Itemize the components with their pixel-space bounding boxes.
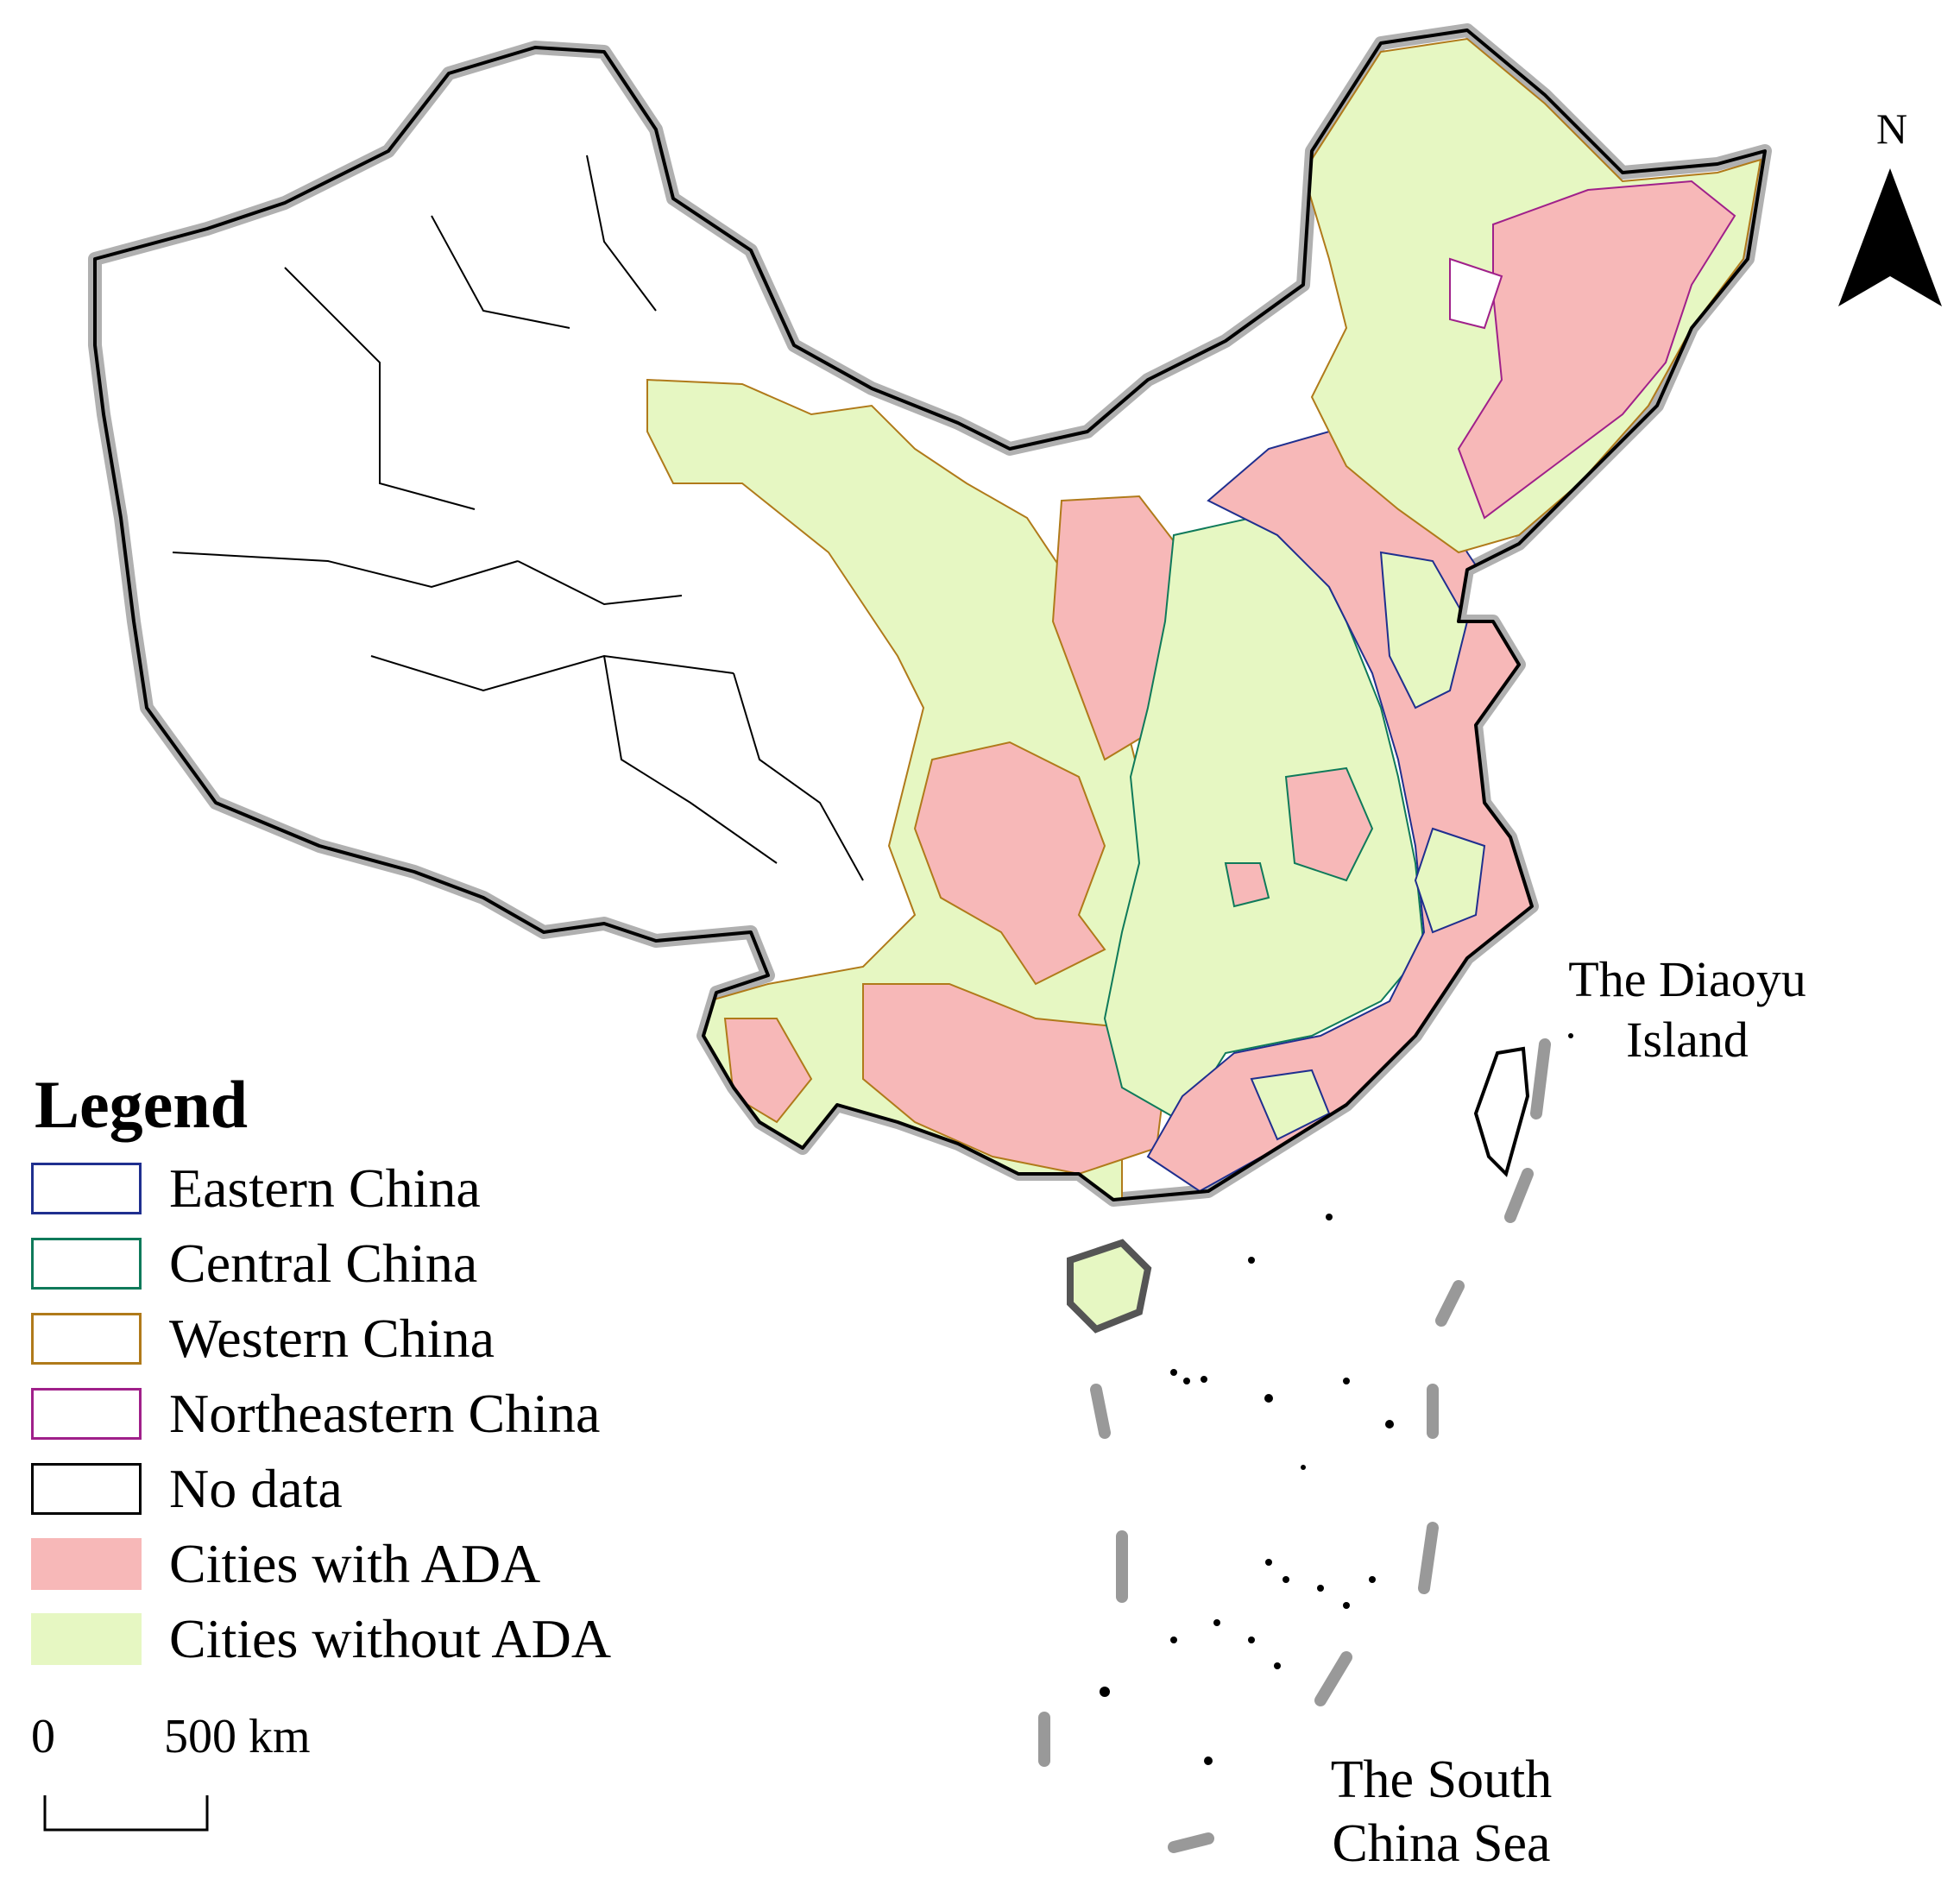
western-ada-cities-sichuan: [913, 741, 1106, 986]
legend-swatch: [31, 1538, 142, 1590]
legend-swatch: [31, 1163, 142, 1214]
legend-label: No data: [169, 1458, 343, 1519]
north-arrow-icon: [1838, 168, 1942, 306]
legend-swatch: [31, 1463, 142, 1515]
legend-item: Eastern China: [31, 1157, 481, 1219]
legend-item: No data: [31, 1458, 343, 1519]
legend-swatch: [31, 1613, 142, 1665]
scale-bar: [43, 1795, 209, 1832]
northeast-ada-cities: [1457, 180, 1736, 520]
scale-distance-label: 500 km: [164, 1710, 311, 1763]
legend-swatch: [31, 1238, 142, 1290]
south-china-sea-dash-line: [1038, 1038, 1551, 1853]
legend-swatch: [31, 1313, 142, 1365]
legend-swatch: [31, 1388, 142, 1440]
central-region: [1103, 516, 1426, 1124]
legend-label: Cities with ADA: [169, 1533, 541, 1594]
diaoyu-island-label: The Diaoyu Island: [1568, 951, 1806, 1068]
central-ada-cities: [1224, 766, 1374, 908]
hainan-island: [1067, 1239, 1152, 1334]
taiwan-island: [1473, 1046, 1530, 1177]
legend-item: Western China: [31, 1308, 495, 1369]
legend-label: Eastern China: [169, 1157, 481, 1219]
eastern-non-ada-cities: [1250, 551, 1486, 1141]
legend-label: Central China: [169, 1233, 478, 1294]
legend-item: Central China: [31, 1233, 477, 1294]
north-label: N: [1876, 104, 1908, 153]
legend-item: Cities without ADA: [31, 1608, 611, 1669]
legend-label: Northeastern China: [169, 1383, 601, 1444]
country-outline: [93, 28, 1767, 1201]
legend-item: Cities with ADA: [31, 1533, 540, 1594]
scale-zero-label: 0: [31, 1710, 55, 1763]
south-china-sea-label: The South China Sea: [1330, 1750, 1553, 1874]
northeast-white-gap: [1449, 257, 1503, 330]
legend-label: Western China: [169, 1308, 495, 1369]
legend-label: Cities without ADA: [169, 1608, 612, 1669]
no-data-boundaries: [172, 155, 864, 881]
south-china-sea-islands: [1100, 1033, 1573, 1765]
legend-item: Northeastern China: [31, 1383, 600, 1444]
legend-title: Legend: [35, 1067, 249, 1142]
